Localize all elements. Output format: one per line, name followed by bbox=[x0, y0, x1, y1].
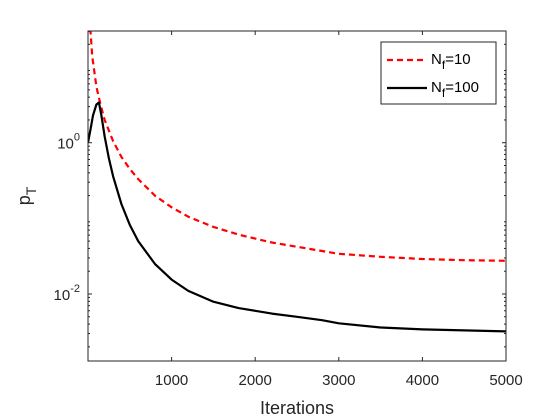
y-tick-label-base: 10 bbox=[54, 287, 71, 304]
y-tick-label: 100 bbox=[57, 132, 80, 153]
legend-label-subscript: f bbox=[442, 58, 446, 72]
y-tick-label: 10-2 bbox=[54, 283, 80, 304]
y-tick-label-base: 10 bbox=[57, 136, 74, 153]
legend-label-suffix: =100 bbox=[445, 79, 479, 96]
legend-label-main: N bbox=[431, 79, 442, 96]
x-tick-label: 5000 bbox=[489, 372, 522, 389]
series-layer bbox=[88, 31, 506, 333]
series-line-1 bbox=[88, 31, 506, 262]
y-axis-label-main: p bbox=[14, 195, 34, 205]
y-tick-label-exponent: -2 bbox=[70, 283, 80, 295]
x-tick-label: 2000 bbox=[239, 372, 272, 389]
legend-label-suffix: =10 bbox=[445, 51, 470, 68]
x-axis-label: Iterations bbox=[260, 398, 334, 418]
x-tick-label: 1000 bbox=[155, 372, 188, 389]
legend-label-main: N bbox=[431, 51, 442, 68]
y-axis-label: pT bbox=[14, 186, 39, 205]
y-axis-label-subscript: T bbox=[23, 186, 39, 195]
series-line-2 bbox=[88, 101, 506, 333]
legend-box bbox=[380, 41, 497, 105]
y-tick-label-exponent: 0 bbox=[74, 132, 80, 144]
legend-label-2: Nf=100 bbox=[431, 79, 479, 100]
legend-label-1: Nf=10 bbox=[431, 51, 471, 72]
x-tick-label: 4000 bbox=[406, 372, 439, 389]
legend-label-subscript: f bbox=[442, 86, 446, 100]
x-tick-label: 3000 bbox=[322, 372, 355, 389]
